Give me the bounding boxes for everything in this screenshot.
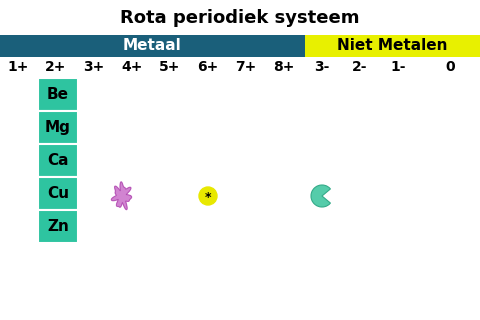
- Text: 2+: 2+: [45, 60, 67, 74]
- Text: Zn: Zn: [47, 219, 69, 234]
- Circle shape: [199, 187, 217, 205]
- Text: Ca: Ca: [47, 153, 69, 168]
- Text: Rota periodiek systeem: Rota periodiek systeem: [120, 9, 360, 27]
- FancyBboxPatch shape: [38, 144, 78, 177]
- FancyBboxPatch shape: [38, 210, 78, 243]
- Text: 2-: 2-: [352, 60, 368, 74]
- Text: 5+: 5+: [159, 60, 180, 74]
- FancyBboxPatch shape: [38, 111, 78, 144]
- Text: 7+: 7+: [235, 60, 257, 74]
- Text: Be: Be: [47, 87, 69, 102]
- Text: 1+: 1+: [7, 60, 29, 74]
- Text: 1-: 1-: [390, 60, 406, 74]
- FancyBboxPatch shape: [305, 35, 480, 57]
- Text: 0: 0: [445, 60, 455, 74]
- Text: 6+: 6+: [197, 60, 218, 74]
- Text: Niet Metalen: Niet Metalen: [337, 38, 448, 53]
- FancyBboxPatch shape: [0, 35, 305, 57]
- Text: Cu: Cu: [47, 186, 69, 201]
- Text: 3+: 3+: [84, 60, 105, 74]
- Text: Metaal: Metaal: [123, 38, 182, 53]
- Polygon shape: [111, 182, 132, 210]
- Text: 3-: 3-: [314, 60, 330, 74]
- Text: 4+: 4+: [121, 60, 143, 74]
- Text: Mg: Mg: [45, 120, 71, 135]
- FancyBboxPatch shape: [38, 78, 78, 111]
- Text: 8+: 8+: [273, 60, 295, 74]
- Text: *: *: [205, 190, 211, 204]
- FancyBboxPatch shape: [38, 177, 78, 210]
- Wedge shape: [311, 185, 330, 207]
